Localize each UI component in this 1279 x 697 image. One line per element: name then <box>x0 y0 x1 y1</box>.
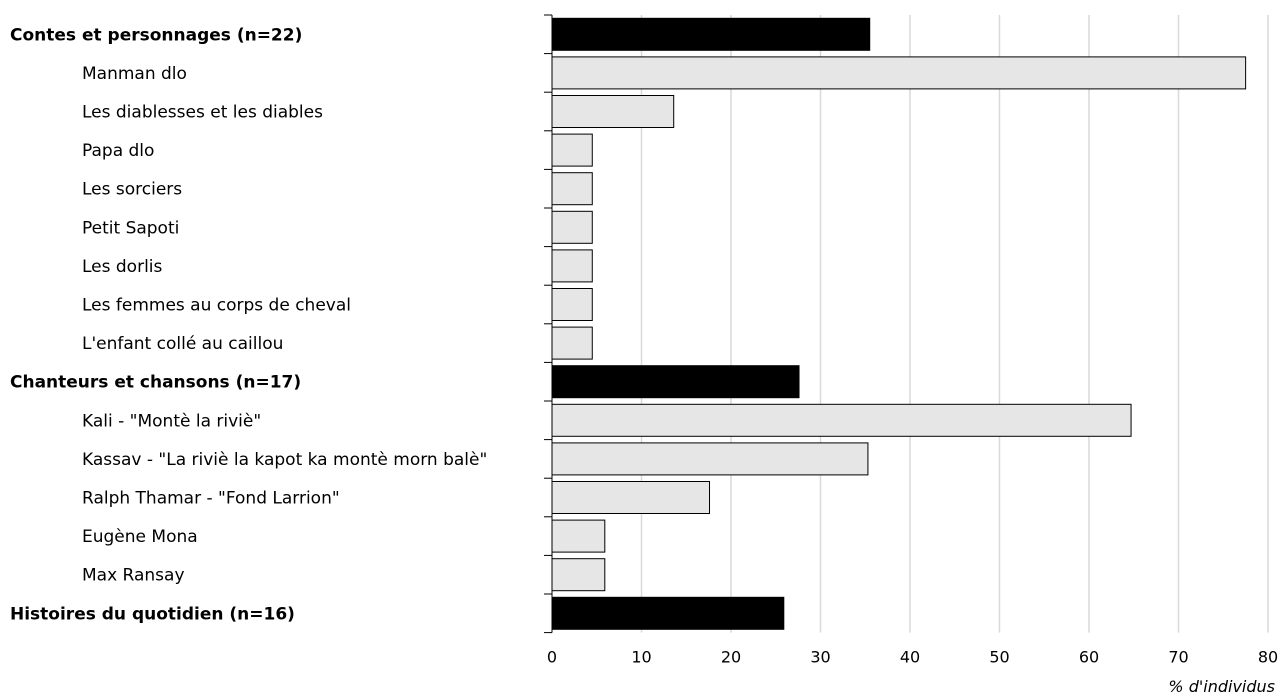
item-label: Les sorciers <box>82 180 182 200</box>
gridlines <box>640 15 1269 633</box>
item-label: Eugène Mona <box>82 527 198 547</box>
item-label: L'enfant collé au caillou <box>82 334 283 354</box>
group-label: Histoires du quotidien (n=16) <box>10 604 295 624</box>
item-bar <box>551 326 593 360</box>
item-label: Ralph Thamar - "Fond Larrion" <box>82 489 340 509</box>
item-label: Les dorlis <box>82 257 163 277</box>
category-labels: Contes et personnages (n=22) Manman dlo Le… <box>10 25 487 624</box>
item-bar <box>551 249 593 283</box>
item-bar <box>551 288 593 321</box>
item-bar <box>551 403 1132 437</box>
item-bar <box>551 558 606 592</box>
x-tick-label: 30 <box>810 648 830 667</box>
x-tick-label: 0 <box>547 648 557 667</box>
item-bar <box>551 172 593 206</box>
x-tick-label: 20 <box>721 648 741 667</box>
x-tick-label: 10 <box>631 648 651 667</box>
x-axis-title: % d'individus <box>1168 677 1275 696</box>
item-label: Les diablesses et les diables <box>82 103 323 123</box>
item-bar <box>551 56 1247 90</box>
item-bar <box>551 95 675 128</box>
item-bar <box>551 519 606 553</box>
item-label: Kassav - "La riviè la kapot ka montè mor… <box>82 450 487 470</box>
item-label: Manman dlo <box>82 64 187 84</box>
axes: 0 10 20 30 40 50 60 70 80 <box>544 14 1278 667</box>
item-label: Papa dlo <box>82 141 154 161</box>
x-tick-label: 70 <box>1168 648 1188 667</box>
x-tick-label: 40 <box>900 648 920 667</box>
item-label: Max Ransay <box>82 566 185 586</box>
item-label: Les femmes au corps de cheval <box>82 296 351 316</box>
x-tick-label: 60 <box>1079 648 1099 667</box>
item-bar <box>551 481 711 514</box>
item-label: Kali - "Montè la riviè" <box>82 411 261 431</box>
item-bar <box>551 133 593 167</box>
bars <box>551 17 1247 630</box>
item-label: Petit Sapoti <box>82 218 179 238</box>
group-bar <box>551 596 785 630</box>
item-bar <box>551 210 593 244</box>
group-bar <box>551 365 800 399</box>
x-tick-label: 80 <box>1258 648 1278 667</box>
x-tick-label: 50 <box>989 648 1009 667</box>
group-label: Contes et personnages (n=22) <box>10 25 302 45</box>
group-label: Chanteurs et chansons (n=17) <box>10 373 301 393</box>
group-bar <box>551 17 871 51</box>
item-bar <box>551 442 869 476</box>
